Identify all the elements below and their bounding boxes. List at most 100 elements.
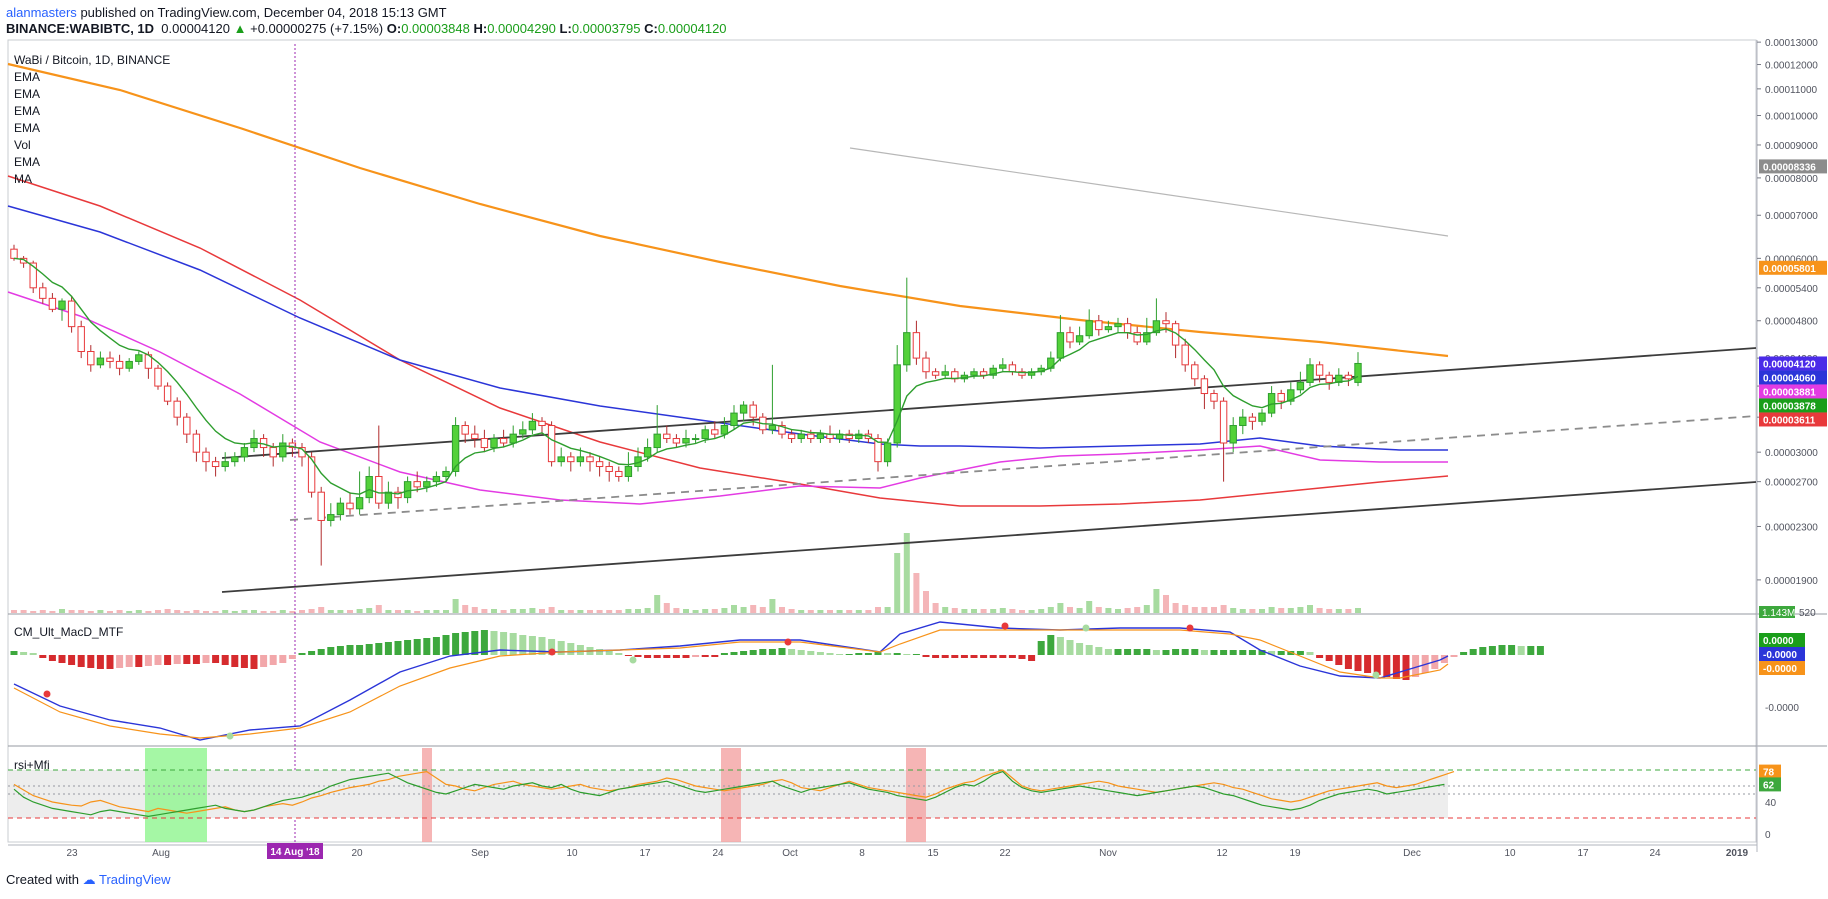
y-tick-label: 0.00002300 (1765, 522, 1818, 533)
author-link[interactable]: alanmasters (6, 5, 77, 20)
macd-histogram-bar (720, 653, 728, 655)
volume-bar (222, 610, 229, 613)
candle-body (288, 442, 297, 449)
channel-lower-line (221, 481, 1757, 593)
volume-bar (654, 595, 661, 613)
channel-upper-line (221, 347, 1757, 459)
macd-histogram-bar (528, 636, 536, 655)
tradingview-brand[interactable]: TradingView (99, 872, 171, 887)
macd-histogram-bar (1047, 635, 1055, 655)
macd-histogram-bar (951, 655, 959, 658)
candle-body (787, 433, 796, 440)
candle-body (643, 447, 652, 458)
volume-bar (529, 608, 536, 613)
macd-histogram-bar (29, 653, 37, 655)
volume-bar (423, 610, 430, 613)
volume-bar (347, 610, 353, 613)
tradingview-logo-icon[interactable]: ☁ (82, 872, 96, 887)
volume-bar (539, 609, 545, 613)
indicator-label: EMA (14, 155, 40, 169)
macd-histogram-bar (404, 640, 412, 655)
macd-histogram-bar (1325, 655, 1333, 661)
macd-histogram-bar (893, 653, 901, 655)
candle-body (125, 360, 133, 369)
macd-histogram-bar (288, 655, 296, 659)
candle-body (999, 364, 1007, 369)
candle-body (1133, 332, 1141, 343)
candle-body (855, 433, 863, 440)
candle-body (355, 497, 364, 510)
volume-bar (1355, 608, 1361, 613)
macd-histogram-bar (87, 655, 95, 668)
candle-body (192, 433, 201, 453)
macd-histogram-bar (365, 644, 373, 655)
macd-histogram-bar (999, 655, 1007, 658)
candle-body (327, 514, 335, 521)
macd-histogram-bar (1076, 643, 1084, 655)
volume-bar (1230, 608, 1237, 613)
volume-bar (807, 610, 814, 613)
volume-bar (366, 608, 373, 613)
y-tick-label: 0.00013000 (1765, 38, 1818, 49)
macd-histogram-bar (1383, 655, 1391, 677)
macd-histogram-bar (1172, 649, 1180, 655)
macd-cross-dot (1372, 671, 1380, 679)
volume-bar (1278, 608, 1285, 613)
candle-body (77, 326, 85, 353)
macd-histogram-bar (711, 655, 719, 657)
macd-histogram-bar (423, 638, 431, 655)
candle-body (1018, 371, 1026, 376)
macd-histogram-bar (826, 653, 834, 655)
volume-bar (174, 610, 181, 613)
macd-histogram-bar (644, 655, 652, 658)
candle-body (365, 476, 373, 499)
macd-histogram-bar (231, 655, 239, 667)
candle-body (1181, 344, 1189, 366)
macd-histogram-bar (567, 643, 575, 655)
macd-histogram-bar (855, 653, 863, 655)
crosshair-date-label: 14 Aug '18 (270, 847, 320, 858)
candle-body (807, 433, 815, 440)
volume-bar (251, 610, 257, 613)
volume-bar (1201, 607, 1208, 613)
candle-body (240, 447, 249, 458)
volume-bar (68, 610, 75, 613)
price-tag (1759, 260, 1827, 275)
candle-body (384, 491, 393, 504)
x-tick-label: 22 (999, 848, 1011, 859)
price-tag (1759, 398, 1827, 413)
volume-bar (1124, 608, 1131, 613)
candle-body (989, 367, 997, 376)
candle-body (1277, 393, 1285, 402)
macd-histogram-bar (96, 655, 104, 669)
volume-bar (519, 609, 526, 613)
volume-bar (1259, 609, 1265, 613)
volume-bar (87, 611, 94, 613)
candle-body (499, 438, 508, 444)
macd-histogram-bar (154, 655, 162, 665)
volume-bar (711, 609, 718, 613)
indicator-label: Vol (14, 138, 31, 152)
candle-body (605, 466, 613, 472)
macd-histogram-bar (1488, 646, 1496, 655)
candle-body (87, 351, 95, 366)
price-tag (1759, 159, 1827, 174)
macd-histogram-bar (740, 651, 748, 655)
candle-body (615, 470, 623, 478)
macd-histogram-bar (1306, 652, 1314, 655)
volume-bar (1019, 610, 1025, 613)
y-tick-label: 0.00006000 (1765, 254, 1818, 265)
low-label: L: (559, 21, 572, 36)
price-tag (1759, 384, 1827, 399)
macd-histogram-bar (1239, 650, 1247, 655)
candle-body (1114, 323, 1122, 328)
price-tag (1759, 370, 1827, 385)
macd-histogram-bar (1460, 652, 1468, 655)
rsi-value-tag-label: 62 (1763, 780, 1775, 791)
candle-body (1344, 374, 1353, 380)
volume-bar (951, 608, 958, 613)
candle-body (461, 425, 469, 435)
macd-histogram-bar (1258, 650, 1266, 655)
volume-bar (241, 610, 248, 613)
